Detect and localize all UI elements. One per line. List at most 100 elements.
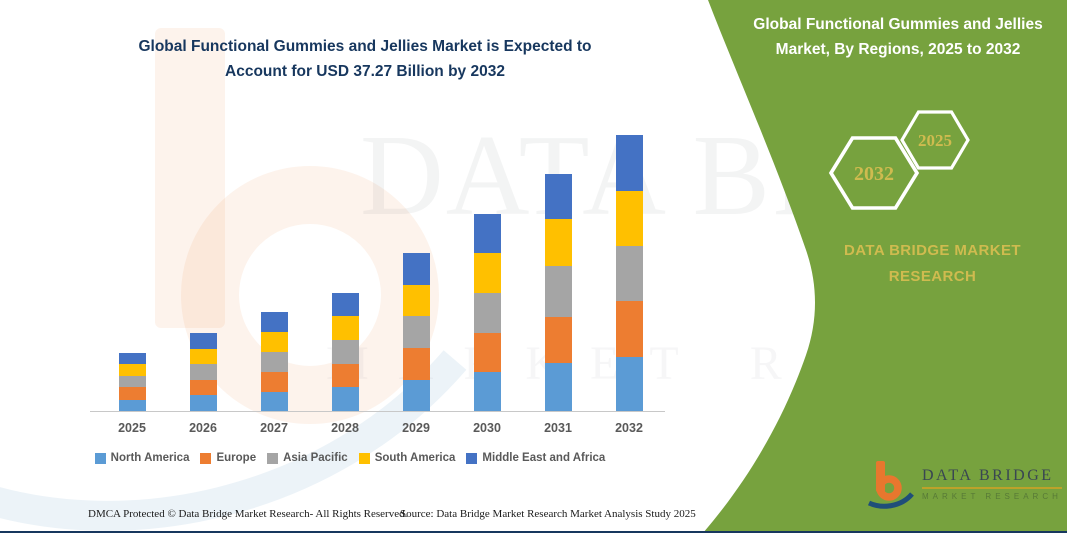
segment-2027-middle-east-and-africa bbox=[260, 312, 288, 333]
company-logo: DATA BRIDGE MARKET RESEARCH bbox=[868, 458, 1062, 510]
chart-title-line2: Account for USD 37.27 Billion by 2032 bbox=[225, 63, 505, 80]
segment-2026-middle-east-and-africa bbox=[189, 333, 217, 349]
legend: North America Europe Asia Pacific South Ame… bbox=[75, 452, 625, 464]
legend-item-north-america: North America bbox=[94, 452, 190, 464]
bar-2025 bbox=[118, 352, 146, 411]
legend-label-europe: Europe bbox=[216, 452, 257, 464]
segment-2032-middle-east-and-africa bbox=[615, 135, 643, 192]
company-logo-subtitle: MARKET RESEARCH bbox=[922, 492, 1062, 501]
legend-item-middle-east-and-africa: Middle East and Africa bbox=[466, 452, 605, 464]
chart-title-line1: Global Functional Gummies and Jellies Ma… bbox=[138, 38, 592, 55]
segment-2027-europe bbox=[260, 371, 288, 392]
legend-swatch-south-america bbox=[358, 452, 370, 464]
side-panel-title: Global Functional Gummies and Jellies Ma… bbox=[740, 12, 1056, 62]
footer-dmca-text: DMCA Protected © Data Bridge Market Rese… bbox=[88, 508, 408, 520]
segment-2025-north-america bbox=[118, 399, 146, 411]
company-logo-divider bbox=[922, 487, 1062, 489]
segment-2027-north-america bbox=[260, 391, 288, 411]
segment-2028-europe bbox=[331, 363, 359, 388]
segment-2028-south-america bbox=[331, 316, 359, 340]
footer-source-text: Source: Data Bridge Market Research Mark… bbox=[400, 508, 696, 520]
hexagon-2025-outline bbox=[900, 110, 970, 170]
x-axis-labels: 2025 2026 2027 2028 2029 2030 2031 2032 bbox=[90, 421, 665, 439]
bottom-border-line bbox=[0, 531, 1067, 533]
plot-area bbox=[90, 120, 665, 412]
segment-2029-europe bbox=[402, 348, 430, 380]
segment-2027-south-america bbox=[260, 332, 288, 352]
x-axis-label-2031: 2031 bbox=[544, 421, 572, 435]
chart-title: Global Functional Gummies and Jellies Ma… bbox=[95, 34, 635, 84]
segment-2026-europe bbox=[189, 379, 217, 396]
legend-item-europe: Europe bbox=[200, 452, 256, 464]
segment-2030-north-america bbox=[473, 371, 501, 411]
company-logo-text: DATA BRIDGE MARKET RESEARCH bbox=[922, 467, 1062, 501]
legend-label-north-america: North America bbox=[110, 452, 190, 464]
x-axis-label-2030: 2030 bbox=[473, 421, 501, 435]
year-hexagons: 2032 2025 bbox=[828, 110, 970, 210]
bar-2031 bbox=[544, 174, 572, 411]
segment-2026-asia-pacific bbox=[189, 364, 217, 380]
legend-swatch-europe bbox=[200, 452, 212, 464]
segment-2028-north-america bbox=[331, 387, 359, 411]
segment-2031-north-america bbox=[544, 362, 572, 411]
segment-2029-south-america bbox=[402, 285, 430, 317]
watermark-b-stem bbox=[155, 28, 225, 328]
x-axis-label-2027: 2027 bbox=[260, 421, 288, 435]
legend-label-middle-east-and-africa: Middle East and Africa bbox=[482, 452, 606, 464]
segment-2028-middle-east-and-africa bbox=[331, 292, 359, 317]
segment-2026-north-america bbox=[189, 395, 217, 411]
green-panel-shape bbox=[703, 0, 1067, 533]
bar-2029 bbox=[402, 253, 430, 411]
segment-2028-asia-pacific bbox=[331, 339, 359, 364]
segment-2032-asia-pacific bbox=[615, 245, 643, 302]
segment-2030-south-america bbox=[473, 253, 501, 293]
legend-swatch-asia-pacific bbox=[267, 452, 279, 464]
segment-2025-asia-pacific bbox=[118, 375, 146, 388]
legend-label-south-america: South America bbox=[374, 452, 456, 464]
x-axis-label-2029: 2029 bbox=[402, 421, 430, 435]
brand-line2: RESEARCH bbox=[888, 268, 977, 285]
bar-2030 bbox=[473, 214, 501, 411]
x-axis-label-2032: 2032 bbox=[615, 421, 643, 435]
segment-2025-middle-east-and-africa bbox=[118, 352, 146, 364]
company-logo-name: DATA BRIDGE bbox=[922, 467, 1054, 484]
watermark-swoosh bbox=[0, 350, 467, 531]
side-panel-title-line1: Global Functional Gummies and Jellies bbox=[753, 16, 1043, 33]
segment-2027-asia-pacific bbox=[260, 351, 288, 372]
segment-2031-middle-east-and-africa bbox=[544, 174, 572, 220]
segment-2031-asia-pacific bbox=[544, 265, 572, 318]
segment-2025-south-america bbox=[118, 363, 146, 376]
segment-2030-europe bbox=[473, 332, 501, 372]
x-axis-label-2028: 2028 bbox=[331, 421, 359, 435]
segment-2031-south-america bbox=[544, 219, 572, 266]
hexagon-2032-outline bbox=[828, 136, 920, 210]
hexagon-2025-year: 2025 bbox=[918, 131, 952, 150]
legend-swatch-north-america bbox=[94, 452, 106, 464]
hexagon-2032-year: 2032 bbox=[854, 163, 894, 185]
x-axis-label-2026: 2026 bbox=[189, 421, 217, 435]
x-axis-label-2025: 2025 bbox=[118, 421, 146, 435]
bar-2032 bbox=[615, 135, 643, 411]
brand-line1: DATA BRIDGE MARKET bbox=[844, 242, 1021, 259]
legend-label-asia-pacific: Asia Pacific bbox=[283, 452, 348, 464]
segment-2032-north-america bbox=[615, 356, 643, 411]
segment-2029-asia-pacific bbox=[402, 316, 430, 349]
segment-2029-middle-east-and-africa bbox=[402, 253, 430, 286]
segment-2032-south-america bbox=[615, 191, 643, 246]
brand-wordmark: DATA BRIDGE MARKET RESEARCH bbox=[795, 238, 1067, 290]
company-logo-icon bbox=[868, 461, 914, 509]
segment-2032-europe bbox=[615, 301, 643, 357]
segment-2026-south-america bbox=[189, 348, 217, 365]
legend-item-asia-pacific: Asia Pacific bbox=[267, 452, 348, 464]
segment-2025-europe bbox=[118, 387, 146, 400]
bar-2027 bbox=[260, 312, 288, 411]
segment-2030-middle-east-and-africa bbox=[473, 214, 501, 254]
segment-2031-europe bbox=[544, 317, 572, 363]
side-panel-title-line2: Market, By Regions, 2025 to 2032 bbox=[775, 41, 1021, 58]
legend-swatch-middle-east-and-africa bbox=[466, 452, 478, 464]
bar-2026 bbox=[189, 333, 217, 411]
bar-2028 bbox=[331, 292, 359, 411]
legend-item-south-america: South America bbox=[358, 452, 456, 464]
